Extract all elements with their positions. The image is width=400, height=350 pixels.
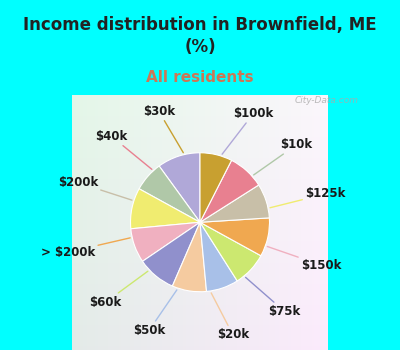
Text: $60k: $60k bbox=[90, 271, 148, 309]
Wedge shape bbox=[200, 153, 232, 222]
Wedge shape bbox=[159, 153, 200, 222]
Text: $75k: $75k bbox=[246, 277, 301, 318]
Text: $30k: $30k bbox=[143, 105, 183, 153]
Text: > $200k: > $200k bbox=[41, 238, 130, 259]
Text: $150k: $150k bbox=[267, 246, 341, 272]
Text: All residents: All residents bbox=[146, 70, 254, 85]
Wedge shape bbox=[130, 189, 200, 229]
Text: $10k: $10k bbox=[254, 138, 313, 175]
Text: $200k: $200k bbox=[58, 176, 132, 200]
Wedge shape bbox=[172, 222, 206, 292]
Wedge shape bbox=[142, 222, 200, 286]
Text: $50k: $50k bbox=[133, 290, 177, 337]
Text: $100k: $100k bbox=[222, 107, 274, 154]
Wedge shape bbox=[200, 185, 269, 222]
Text: $20k: $20k bbox=[211, 293, 249, 341]
Text: City-Data.com: City-Data.com bbox=[294, 96, 358, 105]
Wedge shape bbox=[131, 222, 200, 261]
Wedge shape bbox=[200, 160, 259, 222]
Text: $40k: $40k bbox=[96, 130, 152, 169]
Text: Income distribution in Brownfield, ME
(%): Income distribution in Brownfield, ME (%… bbox=[23, 16, 377, 56]
Text: $125k: $125k bbox=[270, 188, 346, 208]
Wedge shape bbox=[200, 222, 237, 292]
Wedge shape bbox=[200, 222, 261, 281]
Wedge shape bbox=[200, 218, 270, 256]
Wedge shape bbox=[139, 166, 200, 222]
